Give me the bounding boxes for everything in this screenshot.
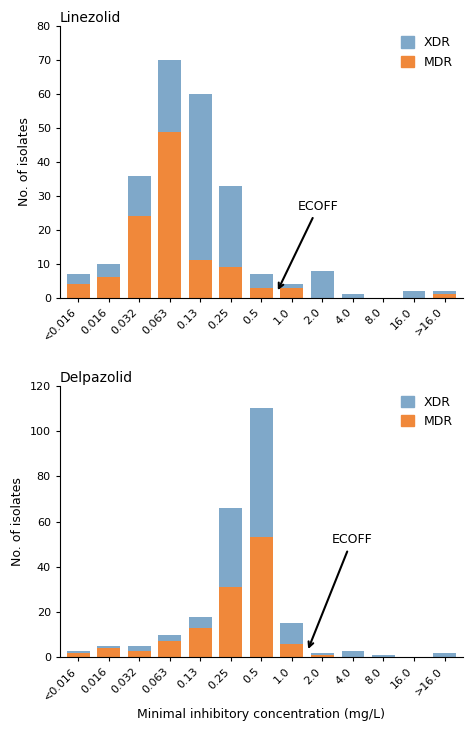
Bar [189,94,212,261]
Bar [128,651,151,657]
Bar [281,284,303,288]
Bar [281,624,303,643]
Bar [128,646,151,651]
Bar [341,294,365,298]
Text: Delpazolid: Delpazolid [60,370,133,384]
Legend: XDR, MDR: XDR, MDR [398,32,456,72]
Bar [372,655,395,657]
Bar [311,655,334,657]
Bar [311,271,334,298]
Bar [433,653,456,657]
Bar [219,186,242,267]
Bar [219,267,242,298]
Bar [189,616,212,628]
X-axis label: Minimal inhibitory concentration (mg/L): Minimal inhibitory concentration (mg/L) [137,708,385,721]
Legend: XDR, MDR: XDR, MDR [398,392,456,432]
Bar [97,649,120,657]
Y-axis label: No. of isolates: No. of isolates [18,118,31,206]
Bar [97,264,120,277]
Bar [189,628,212,657]
Bar [311,653,334,655]
Bar [97,277,120,298]
Bar [433,294,456,298]
Bar [402,291,426,298]
Bar [250,408,273,537]
Bar [219,587,242,657]
Bar [67,284,90,298]
Bar [250,288,273,298]
Bar [219,508,242,587]
Bar [158,60,181,132]
Text: ECOFF: ECOFF [279,200,339,288]
Y-axis label: No. of isolates: No. of isolates [11,477,24,566]
Bar [250,274,273,288]
Bar [128,176,151,217]
Text: Linezolid: Linezolid [60,11,121,25]
Bar [128,217,151,298]
Bar [97,646,120,649]
Bar [433,291,456,294]
Bar [281,643,303,657]
Bar [189,261,212,298]
Bar [67,274,90,284]
Bar [158,641,181,657]
Bar [281,288,303,298]
Bar [250,537,273,657]
Bar [158,132,181,298]
Bar [67,653,90,657]
Bar [158,635,181,641]
Bar [67,651,90,653]
Text: ECOFF: ECOFF [309,533,373,647]
Bar [341,651,365,657]
